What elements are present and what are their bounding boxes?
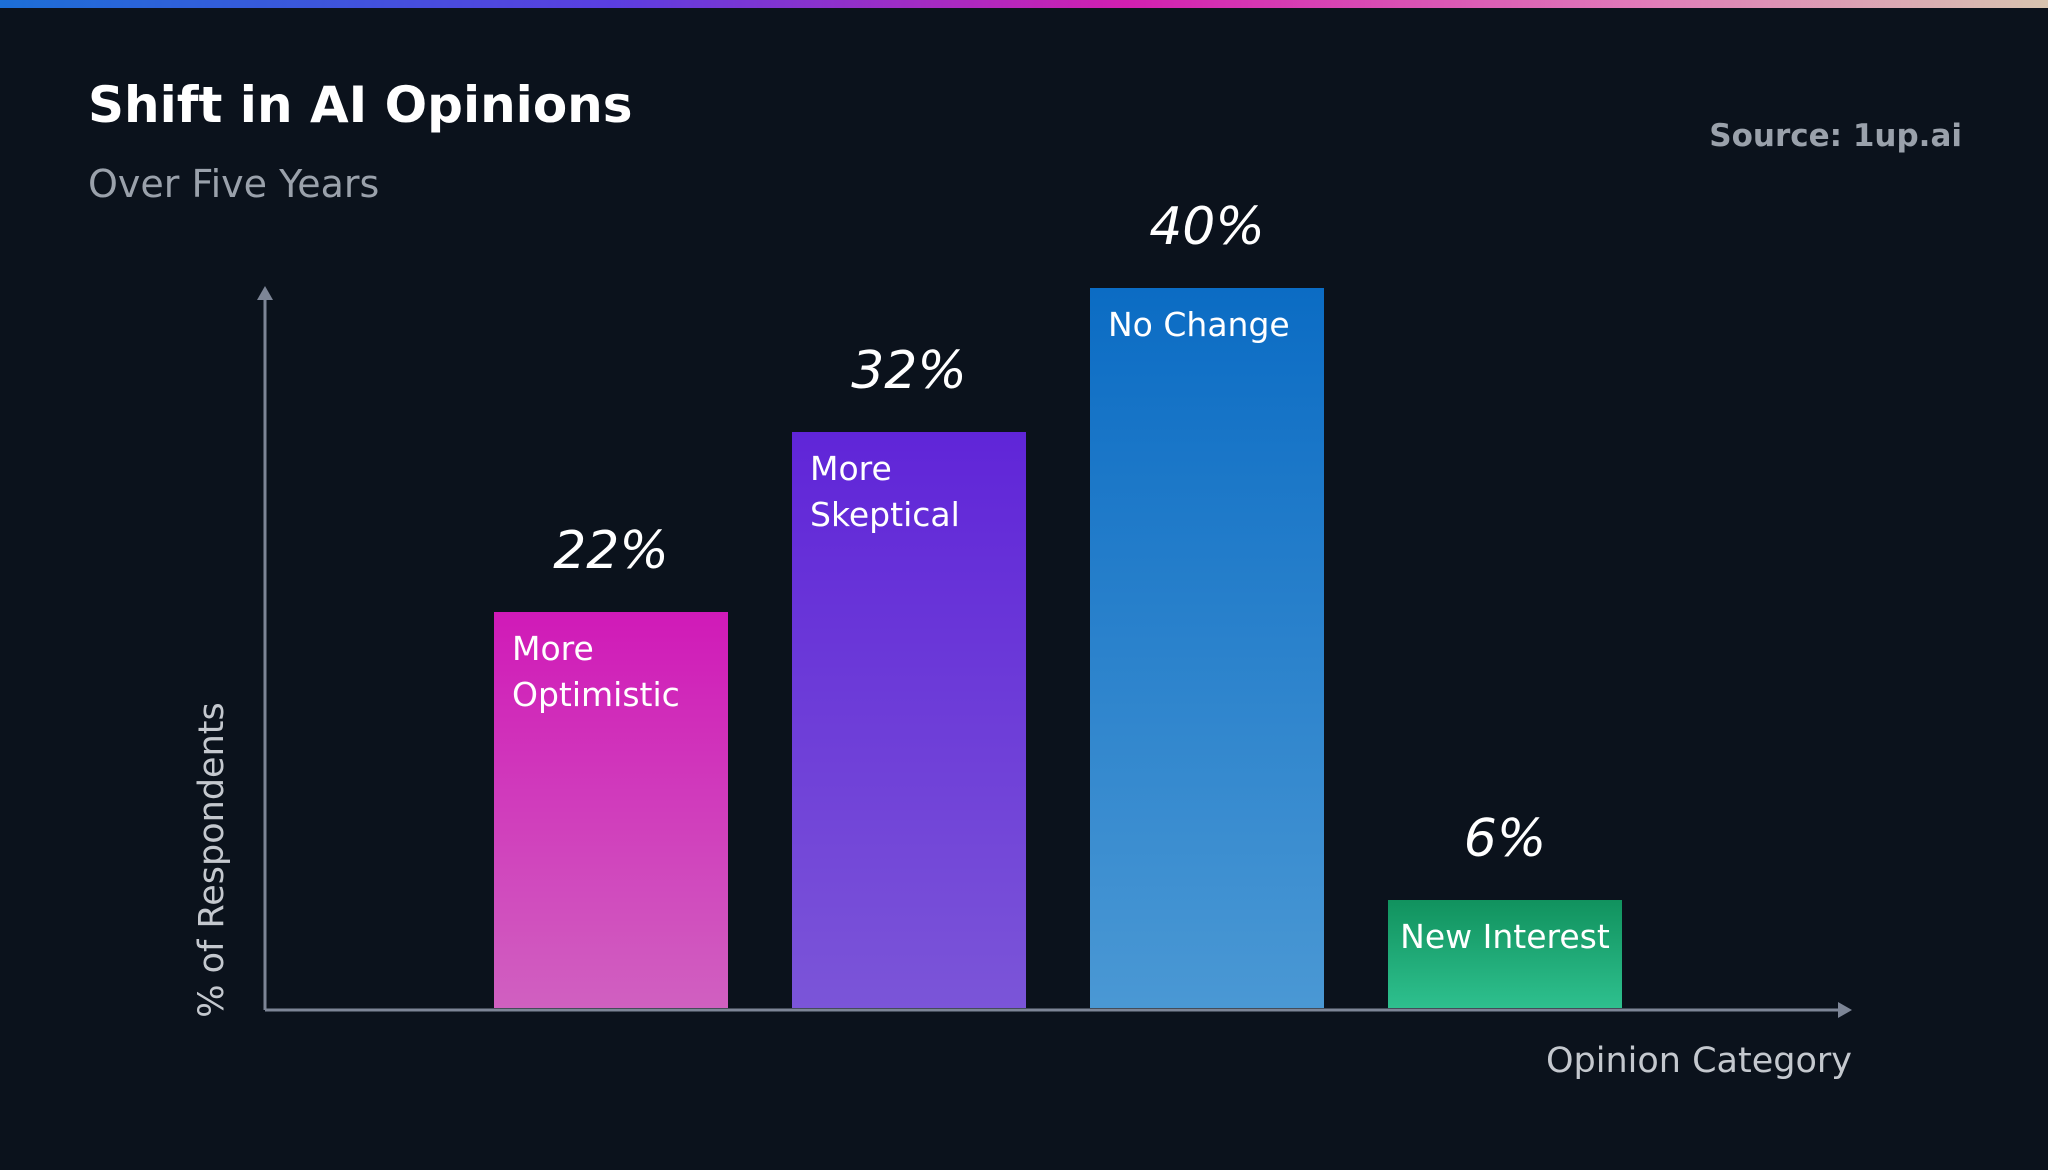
chart-subtitle: Over Five Years xyxy=(88,162,379,206)
bar-more-skeptical xyxy=(792,432,1026,1008)
value-label-no-change: 40% xyxy=(1149,197,1265,257)
bars-group: 22% More Optimistic 32% More Skeptical 40% No C… xyxy=(494,197,1622,1008)
category-label-more-skeptical: More Skeptical xyxy=(810,449,960,534)
bar-more-optimistic xyxy=(494,612,728,1008)
x-axis-arrow-icon xyxy=(1838,1002,1852,1018)
category-label-line: Optimistic xyxy=(512,675,680,714)
value-label-more-optimistic: 22% xyxy=(553,521,669,581)
bar-no-change xyxy=(1090,288,1324,1008)
y-axis-arrow-icon xyxy=(257,286,273,300)
category-label-line: Skeptical xyxy=(810,495,960,534)
category-label-new-interest: New Interest xyxy=(1400,917,1610,956)
value-label-new-interest: 6% xyxy=(1464,809,1547,869)
category-label-line: More xyxy=(512,629,594,668)
category-label-line: More xyxy=(810,449,892,488)
source-label: Source: 1up.ai xyxy=(1709,118,1962,154)
value-label-more-skeptical: 32% xyxy=(851,341,967,401)
category-label-no-change: No Change xyxy=(1108,305,1290,344)
chart-title: Shift in AI Opinions xyxy=(88,76,633,134)
top-gradient-strip xyxy=(0,0,2048,8)
category-label-more-optimistic: More Optimistic xyxy=(512,629,680,714)
bar-new-interest xyxy=(1388,900,1622,1008)
category-label-line: New Interest xyxy=(1400,917,1610,956)
category-label-line: No Change xyxy=(1108,305,1290,344)
axes-group xyxy=(257,286,1852,1018)
x-axis-label: Opinion Category xyxy=(1546,1041,1852,1081)
y-axis-label: % of Respondents xyxy=(192,702,232,1017)
